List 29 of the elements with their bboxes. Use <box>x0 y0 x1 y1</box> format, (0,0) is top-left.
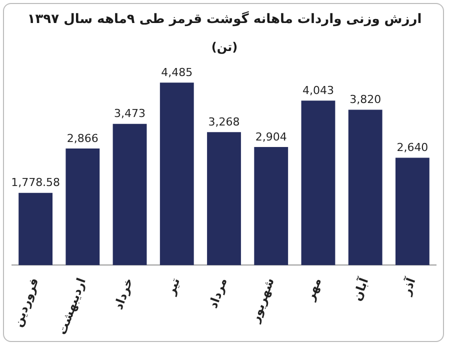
bar <box>348 110 382 266</box>
x-tick-label: شهریور <box>248 276 277 326</box>
data-label: 2,904 <box>255 130 287 144</box>
data-label: 3,473 <box>114 107 146 120</box>
data-label: 3,268 <box>208 116 240 129</box>
bar <box>112 124 147 266</box>
bar <box>160 82 194 266</box>
data-label: 1,778.58 <box>11 176 60 190</box>
x-tick-label: تیر <box>163 276 183 298</box>
data-label: 2,866 <box>66 132 98 145</box>
x-tick-label: فروردین <box>10 276 42 329</box>
x-tick-label: خرداد <box>111 276 136 312</box>
data-label: 3,820 <box>350 93 382 106</box>
x-tick-label: مرداد <box>206 276 230 310</box>
chart-subtitle: (تن) <box>210 40 239 54</box>
x-tick-label: مهر <box>302 276 324 304</box>
bar <box>66 148 100 266</box>
x-tick-label: اردیبهشت <box>54 276 88 337</box>
x-tick-label: آذر <box>398 274 418 298</box>
data-label: 2,640 <box>396 141 428 154</box>
bar <box>395 158 430 266</box>
data-label: 4,485 <box>161 66 193 79</box>
x-tick-label: آبان <box>349 274 372 303</box>
bar <box>207 132 241 266</box>
bar <box>18 192 53 266</box>
bar <box>254 146 288 266</box>
bar <box>301 100 336 266</box>
chart-title: ارزش وزنی واردات ماهانه گوشت قرمز طی ۹ماهه سال ۱۳۹۷ <box>26 12 423 27</box>
data-label: 4,043 <box>302 84 334 97</box>
